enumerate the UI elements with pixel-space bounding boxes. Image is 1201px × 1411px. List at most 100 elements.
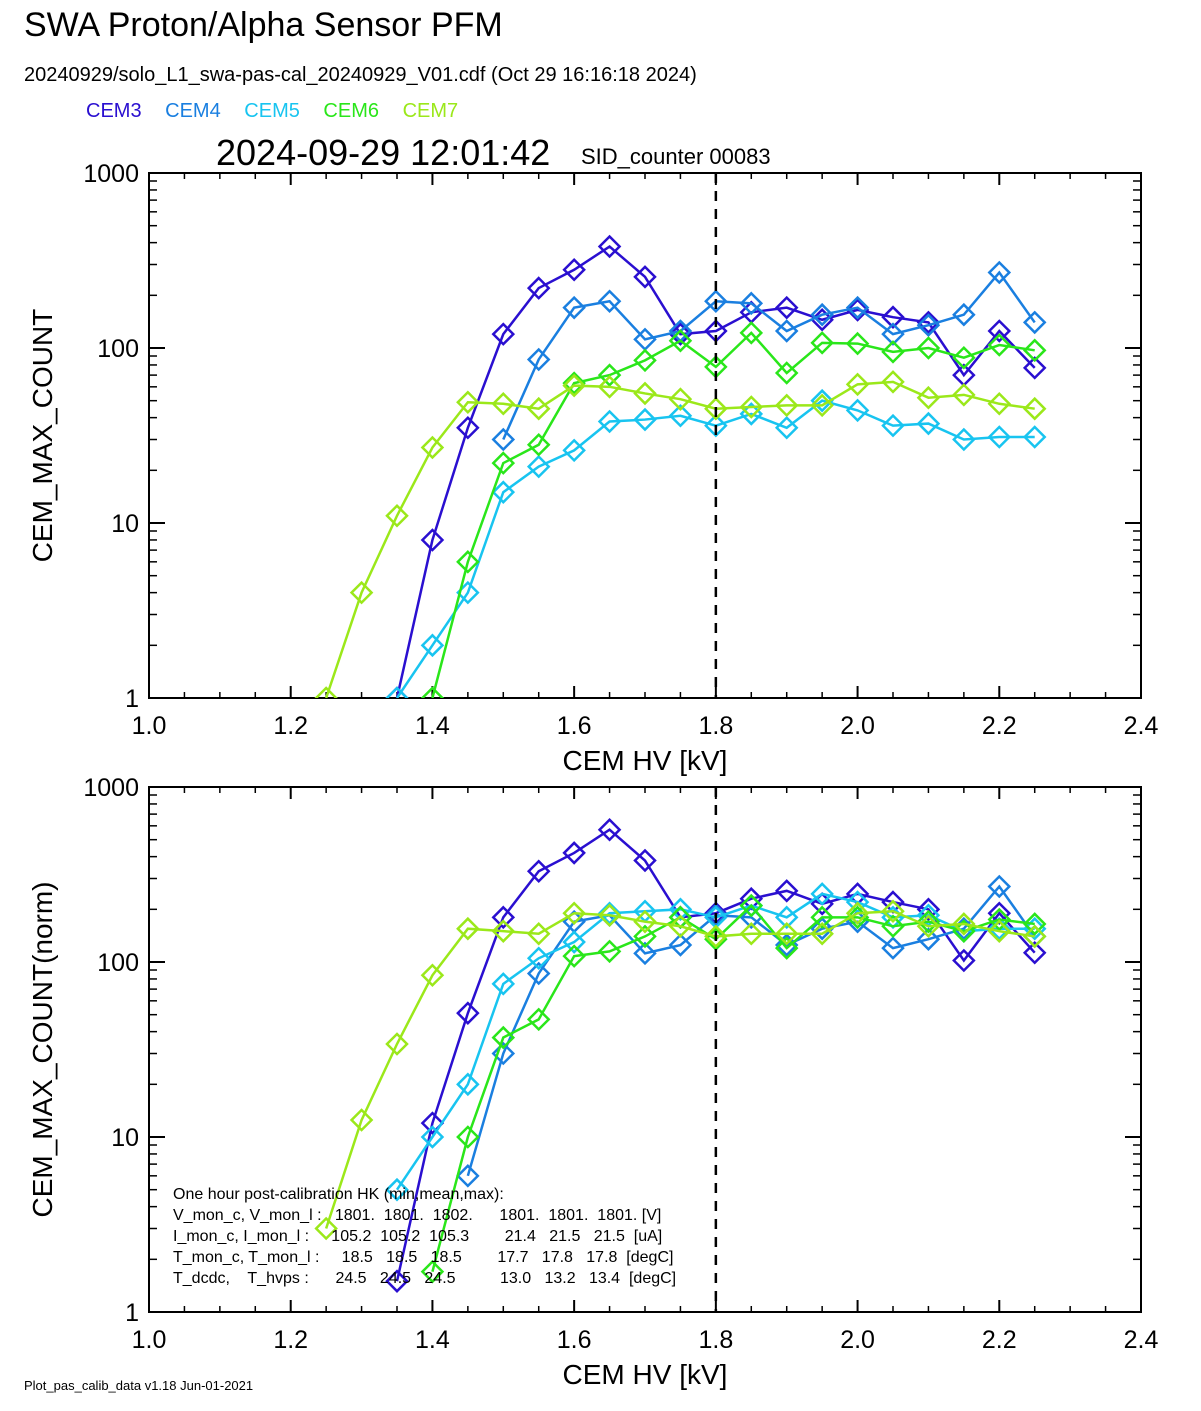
x-tick-label: 1.2: [273, 712, 308, 740]
data-point-cem3: [774, 295, 799, 320]
data-point-cem3: [774, 879, 799, 903]
data-point-cem7: [916, 385, 941, 410]
data-point-cem7: [739, 921, 764, 946]
data-point-cem5: [562, 438, 586, 463]
data-point-cem4: [491, 1041, 516, 1066]
data-point-cem7: [349, 1108, 374, 1132]
data-point-cem7: [456, 390, 480, 414]
x-tick-label: 2.2: [982, 1326, 1017, 1354]
legend-item-cem5: CEM5: [244, 100, 300, 122]
data-point-cem7: [562, 901, 586, 925]
y-tick-label: 1: [125, 1299, 139, 1327]
data-point-cem5: [668, 897, 693, 922]
data-point-cem7: [845, 372, 870, 397]
data-point-cem6: [810, 331, 834, 355]
data-point-cem5: [845, 398, 870, 423]
x-tick-label: 1.6: [557, 1326, 592, 1354]
legend-item-cem4: CEM4: [165, 100, 221, 122]
data-point-cem3: [633, 265, 657, 289]
data-point-cem5: [597, 409, 622, 434]
data-point-cem7: [987, 919, 1012, 943]
data-point-cem5: [987, 916, 1012, 941]
data-point-cem4: [668, 933, 693, 957]
data-point-cem4: [739, 291, 764, 316]
data-point-cem3: [916, 310, 941, 335]
x-tick-label: 1.6: [557, 712, 592, 740]
data-point-cem7: [668, 387, 693, 411]
data-point-cem6: [1022, 338, 1047, 363]
data-point-cem4: [704, 289, 728, 314]
data-point-cem5: [881, 413, 905, 438]
data-point-cem7: [1022, 924, 1047, 949]
y-tick-label: 10: [111, 510, 139, 538]
data-point-cem6: [491, 451, 516, 475]
data-point-cem6: [456, 550, 480, 574]
data-point-cem7: [668, 914, 693, 939]
data-point-cem5: [385, 1177, 409, 1202]
data-point-cem7: [314, 1216, 338, 1241]
data-point-cem5: [1022, 916, 1047, 941]
x-tick-label: 1.8: [698, 712, 733, 740]
data-point-cem6: [456, 1125, 480, 1149]
data-point-cem4: [1022, 310, 1047, 335]
data-point-cem7: [916, 914, 941, 939]
hk-text-line: T_dcdc, T_hvps : 24.5 24.5 24.5 13.0 13.…: [173, 1270, 676, 1287]
data-point-cem3: [562, 257, 586, 282]
data-point-cem6: [420, 1259, 445, 1284]
y-tick-label: 1000: [83, 160, 139, 188]
chart-panel-1: 1.0 1.2 1.4 1.6 1.8 2.0 2.2 2.4 1 10 100 1000 CEM HV…: [27, 160, 1158, 776]
data-point-cem7: [349, 580, 374, 605]
data-point-cem7: [881, 899, 905, 924]
data-point-cem7: [810, 393, 834, 418]
data-point-cem6: [987, 907, 1012, 932]
data-point-cem6: [526, 1007, 551, 1032]
data-point-cem3: [1022, 356, 1047, 380]
data-point-cem4: [952, 302, 976, 327]
hk-text-line: T_mon_c, T_mon_l : 18.5 18.5 18.5 17.7 1…: [173, 1249, 673, 1266]
data-point-cem7: [491, 392, 516, 416]
data-point-cem7: [420, 963, 445, 988]
data-point-cem3: [1022, 940, 1047, 965]
data-point-cem5: [916, 411, 941, 436]
data-point-cem3: [456, 416, 480, 440]
data-point-cem3: [810, 892, 834, 916]
data-point-cem7: [314, 686, 338, 698]
data-point-cem4: [526, 347, 551, 372]
data-point-cem7: [845, 901, 870, 925]
x-tick-label: 2.4: [1124, 1326, 1159, 1354]
data-point-cem5: [420, 633, 445, 658]
data-point-cem6: [916, 336, 941, 360]
data-point-cem3: [952, 948, 976, 973]
sid-counter: SID_counter 00083: [581, 144, 771, 169]
data-point-cem4: [562, 295, 586, 320]
x-tick-label: 1.4: [415, 1326, 450, 1354]
hk-text-line: I_mon_c, I_mon_l : 105.2 105.2 105.3 21.…: [173, 1228, 662, 1245]
data-point-cem6: [881, 914, 905, 939]
legend: CEM3 CEM4 CEM5 CEM6 CEM7: [86, 100, 476, 123]
data-point-cem6: [633, 348, 657, 373]
y-axis-label: CEM_MAX_COUNT(norm): [27, 881, 58, 1217]
y-axis-label: CEM_MAX_COUNT: [27, 309, 58, 563]
data-point-cem3: [526, 859, 551, 884]
data-point-cem7: [597, 375, 622, 399]
data-point-cem4: [633, 941, 657, 966]
data-point-cem6: [597, 363, 622, 387]
data-point-cem6: [633, 924, 657, 949]
legend-item-cem6: CEM6: [323, 100, 379, 122]
data-point-cem3: [987, 319, 1012, 343]
data-point-cem6: [491, 1025, 516, 1050]
data-point-cem6: [810, 905, 834, 930]
data-point-cem7: [526, 921, 551, 946]
data-point-cem4: [526, 961, 551, 986]
data-point-cem6: [739, 893, 764, 918]
data-point-cem6: [668, 328, 693, 353]
data-point-cem3: [668, 322, 693, 346]
data-point-cem4: [987, 260, 1012, 285]
data-point-cem7: [385, 503, 409, 528]
data-point-cem7: [810, 921, 834, 946]
data-point-cem3: [385, 1269, 409, 1293]
data-point-cem7: [774, 393, 799, 418]
file-info: 20240929/solo_L1_swa-pas-cal_20240929_V0…: [24, 64, 697, 86]
data-point-cem5: [491, 480, 516, 504]
data-point-cem5: [526, 946, 551, 971]
